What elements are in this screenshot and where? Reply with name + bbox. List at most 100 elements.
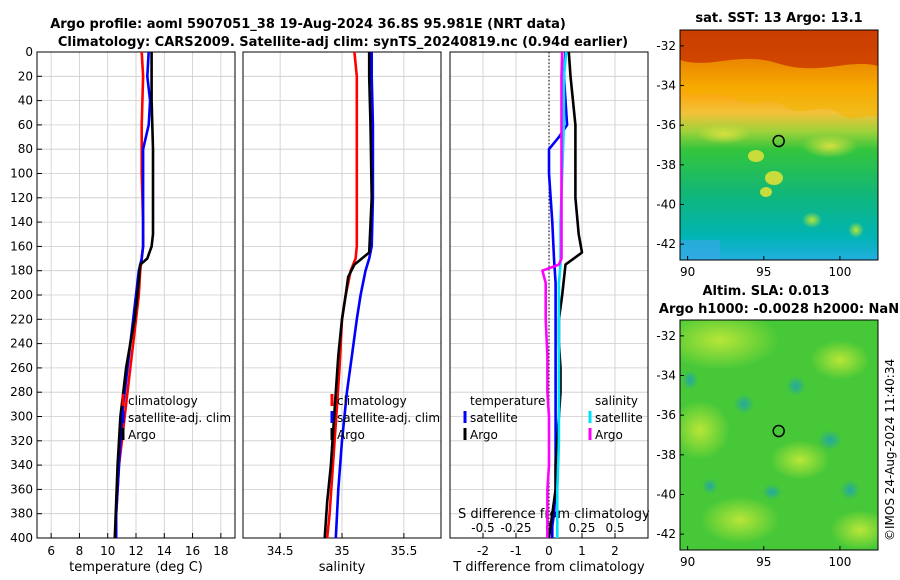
- legend-label-argo: Argo: [128, 428, 156, 442]
- lat-tick-label: -42: [656, 237, 676, 251]
- x-tick-label: -1: [510, 544, 522, 558]
- salinity-legend: climatology satellite-adj. clim Argo: [330, 394, 440, 442]
- sst-map-frame: [679, 29, 879, 261]
- lat-tick-label: -42: [656, 527, 676, 541]
- x-tick-label: 10: [100, 544, 115, 558]
- x-tick-label: 2: [611, 544, 619, 558]
- argo-location-marker: [772, 134, 785, 148]
- depth-tick-label: 300: [10, 410, 33, 424]
- series-line-salinity-argo: [541, 51, 564, 538]
- lon-tick-label: 95: [756, 265, 771, 279]
- depth-tick-label: 400: [10, 531, 33, 545]
- series-line-argo: [113, 52, 155, 539]
- x-tick-label: 8: [76, 544, 84, 558]
- imos-timestamp: ©IMOS 24-Aug-2024 11:40:34: [883, 359, 897, 541]
- salinity-x-label: salinity: [319, 560, 366, 575]
- sst-map-panel: sat. SST: 13 Argo: 13.1 90 95 100 -32-34-3…: [656, 11, 879, 279]
- depth-tick-label: 340: [10, 458, 33, 472]
- depth-tick-label: 360: [10, 482, 33, 496]
- sla-lon-ticks: 90 95 100: [680, 546, 851, 569]
- lat-tick-label: -32: [656, 329, 676, 343]
- figure-title-line1: Argo profile: aoml 5907051_38 19-Aug-202…: [50, 17, 566, 32]
- x-tick-label: -2: [477, 544, 489, 558]
- sla-map-title-line1: Altim. SLA: 0.013: [703, 284, 830, 299]
- lat-tick-label: -38: [656, 448, 676, 462]
- depth-tick-label: 80: [18, 142, 33, 156]
- lat-tick-label: -32: [656, 39, 676, 53]
- legend-label-satellite: satellite-adj. clim: [337, 411, 440, 425]
- depth-tick-label: 0: [25, 45, 33, 59]
- x-tick-label: 35.5: [391, 544, 418, 558]
- x-tick-label: 0: [545, 544, 553, 558]
- depth-tick-label: 20: [18, 69, 33, 83]
- temperature-x-label: temperature (deg C): [69, 560, 203, 575]
- lon-tick-label: 90: [680, 555, 695, 569]
- temperature-panel: 6 8 10 12 14 16 18 0 20 40 60 80 100 120 140 160 180 200…: [10, 45, 236, 575]
- s-difference-tick-label: 0: [545, 521, 553, 535]
- depth-tick-label: 60: [18, 118, 33, 132]
- lat-tick-label: -40: [656, 197, 676, 211]
- sla-lat-ticks: -32 -34 -36 -38 -40 -42: [656, 329, 684, 541]
- depth-tick-label: 380: [10, 507, 33, 521]
- lon-tick-label: 100: [828, 265, 851, 279]
- lat-tick-label: -36: [656, 408, 676, 422]
- depth-tick-label: 100: [10, 167, 33, 181]
- x-tick-label: 1: [578, 544, 586, 558]
- lon-tick-label: 90: [680, 265, 695, 279]
- legend-label-t-satellite: satellite: [470, 411, 518, 425]
- depth-tick-label: 280: [10, 385, 33, 399]
- temperature-x-ticks: 6 8 10 12 14 16 18: [47, 533, 228, 558]
- sla-map-panel: Altim. SLA: 0.013 Argo h1000: -0.0028 h2…: [656, 284, 899, 569]
- x-tick-label: 16: [185, 544, 200, 558]
- depth-y-ticks: 0 20 40 60 80 100 120 140 160 180 200 220 240 260 280 3…: [10, 45, 42, 545]
- series-line-satellite-adj-clim: [114, 51, 152, 538]
- salinity-panel: 34.5 35 35.5 salinity climatology satellit…: [242, 51, 442, 575]
- depth-tick-label: 180: [10, 264, 33, 278]
- sst-heatmap: [680, 30, 878, 260]
- depth-tick-label: 40: [18, 94, 33, 108]
- salinity-difference-legend: salinity satellite Argo: [588, 394, 643, 442]
- difference-panel: -2 -1 0 1 2 -0.5 -0.25 0 0.25 0.5 S difference f…: [449, 51, 650, 575]
- sla-map-title-line2: Argo h1000: -0.0028 h2000: NaN: [659, 302, 899, 317]
- legend-label-climatology: climatology: [337, 394, 407, 408]
- legend-label-s-satellite: satellite: [595, 411, 643, 425]
- depth-tick-label: 240: [10, 337, 33, 351]
- salinity-grid: [243, 51, 441, 539]
- salinity-profile-lines: [323, 51, 375, 539]
- sla-map-frame: [679, 319, 879, 551]
- lat-tick-label: -36: [656, 118, 676, 132]
- legend-label-s-argo: Argo: [595, 428, 623, 442]
- temperature-difference-legend: temperature satellite Argo: [463, 394, 545, 442]
- depth-tick-label: 320: [10, 434, 33, 448]
- x-tick-label: 14: [157, 544, 172, 558]
- lat-tick-label: -40: [656, 487, 676, 501]
- s-difference-tick-label: -0.25: [500, 521, 531, 535]
- sst-lat-ticks: -32 -34 -36 -38 -40 -42: [656, 39, 684, 251]
- sst-lon-ticks: 90 95 100: [680, 256, 851, 279]
- salinity-x-ticks: 34.5 35 35.5: [267, 533, 417, 558]
- legend-label-t-argo: Argo: [470, 428, 498, 442]
- x-tick-label: 6: [47, 544, 55, 558]
- t-difference-x-ticks: -2 -1 0 1 2: [477, 533, 619, 558]
- lon-tick-label: 95: [756, 555, 771, 569]
- depth-tick-label: 140: [10, 215, 33, 229]
- legend-label-argo: Argo: [337, 428, 365, 442]
- s-difference-tick-label: -0.5: [471, 521, 494, 535]
- x-tick-label: 12: [128, 544, 143, 558]
- legend-title-salinity: salinity: [595, 394, 638, 408]
- depth-tick-label: 160: [10, 239, 33, 253]
- depth-tick-label: 200: [10, 288, 33, 302]
- difference-profile-lines: [541, 51, 584, 539]
- x-tick-label: 18: [213, 544, 228, 558]
- temperature-profile-lines: [113, 51, 155, 539]
- legend-label-satellite: satellite-adj. clim: [128, 411, 231, 425]
- series-line-satellite-adj-clim: [334, 52, 375, 539]
- sla-heatmap: [680, 320, 878, 550]
- figure-title-line2: Climatology: CARS2009. Satellite-adj cli…: [58, 35, 628, 50]
- lat-tick-label: -34: [656, 369, 676, 383]
- t-difference-x-label: T difference from climatology: [452, 560, 645, 575]
- argo-location-marker: [772, 424, 785, 438]
- s-difference-tick-label: 0.5: [605, 521, 624, 535]
- sst-map-title: sat. SST: 13 Argo: 13.1: [695, 11, 862, 26]
